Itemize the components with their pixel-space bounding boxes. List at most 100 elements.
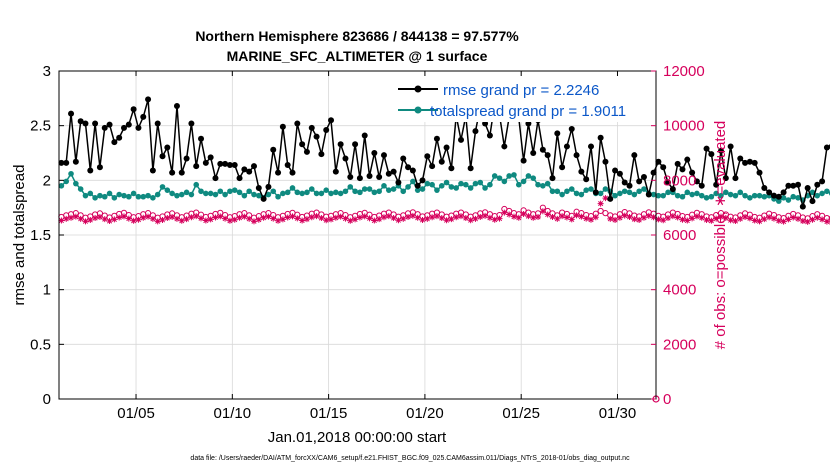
obs-possible-point [828, 216, 830, 222]
totalspread-point [251, 191, 257, 198]
totalspread-point [313, 190, 320, 197]
obs-evaluated-point [458, 213, 465, 220]
obs-evaluated-point [145, 213, 152, 220]
totalspread-point [154, 191, 161, 198]
obs-evaluated-point [472, 215, 479, 222]
rmse-point [366, 172, 373, 179]
series-layer [58, 96, 830, 403]
rmse-point [58, 159, 65, 166]
totalspread-point [785, 197, 792, 203]
totalspread-point [361, 186, 368, 192]
totalspread-point [126, 193, 132, 200]
rmse-point [684, 156, 691, 163]
rmse-point [486, 132, 493, 139]
totalspread-point [188, 191, 195, 198]
x-tick-label: 01/25 [502, 405, 540, 422]
totalspread-point [780, 195, 787, 201]
rmse-point [501, 143, 508, 150]
obs-evaluated-point [592, 214, 599, 221]
rmse-point [106, 121, 113, 128]
rmse-point [669, 186, 676, 193]
y-left-tick-label: 0 [43, 391, 51, 408]
totalspread-point [525, 173, 532, 179]
rmse-point [207, 154, 214, 161]
obs-evaluated-point [87, 216, 94, 223]
totalspread-point [814, 192, 821, 199]
rmse-point [563, 143, 570, 150]
obs-evaluated-point [486, 214, 493, 221]
totalspread-point [265, 191, 272, 198]
rmse-point [631, 152, 638, 159]
rmse-point [645, 191, 652, 198]
totalspread-point [660, 192, 667, 199]
rmse-point [323, 127, 330, 134]
obs-evaluated-point [356, 214, 363, 221]
totalspread-point [82, 192, 89, 199]
x-tick-label: 01/15 [310, 405, 348, 422]
obs-evaluated-point [246, 215, 253, 222]
obs-evaluated-point [135, 216, 142, 223]
y-right-tick-label: 8000 [663, 172, 696, 189]
rmse-point [804, 184, 811, 191]
obs-evaluated-point [270, 215, 277, 222]
totalspread-point [63, 178, 70, 185]
rmse-point [173, 102, 180, 109]
obs-evaluated-point [496, 215, 503, 222]
obs-evaluated-point [198, 215, 205, 222]
rmse-point [96, 164, 103, 171]
totalspread-point [549, 188, 556, 195]
totalspread-point [342, 188, 349, 195]
rmse-point [250, 163, 257, 170]
obs-evaluated-point [260, 214, 267, 221]
obs-evaluated-point [352, 216, 359, 223]
obs-evaluated-point [809, 216, 816, 223]
totalspread-point [487, 181, 493, 188]
totalspread-point [222, 191, 228, 198]
obs-evaluated-point [636, 216, 643, 223]
rmse-point [400, 155, 407, 162]
totalspread-point [429, 181, 435, 188]
rmse-point [236, 175, 243, 182]
totalspread-point [410, 178, 416, 185]
rmse-point [361, 132, 368, 139]
obs-evaluated-point [616, 214, 623, 221]
totalspread-point [371, 189, 378, 196]
obs-evaluated-point [96, 213, 103, 220]
totalspread-point [540, 183, 546, 189]
totalspread-point [458, 180, 464, 187]
totalspread-point [824, 188, 830, 195]
obs-evaluated-point [722, 215, 729, 222]
rmse-point [212, 175, 219, 182]
rmse-point [92, 120, 99, 127]
rmse-point [679, 166, 686, 173]
totalspread-point [698, 192, 705, 199]
obs-evaluated-point [120, 213, 127, 220]
rmse-point [693, 178, 700, 185]
obs-evaluated-point [559, 213, 566, 220]
obs-evaluated-point [535, 213, 542, 220]
obs-evaluated-point [506, 211, 513, 218]
obs-evaluated-point [737, 215, 744, 222]
rmse-point [429, 163, 436, 170]
totalspread-point [434, 187, 440, 193]
obs-evaluated-point [549, 213, 556, 220]
rmse-point [790, 182, 797, 189]
obs-evaluated-point [645, 212, 652, 219]
totalspread-point [665, 189, 671, 196]
totalspread-point [612, 192, 618, 199]
totalspread-point [352, 188, 358, 195]
obs-evaluated-point [193, 213, 200, 220]
legend-box [393, 76, 651, 122]
rmse-point [592, 189, 599, 196]
obs-evaluated-point [539, 208, 546, 215]
rmse-point [231, 162, 238, 169]
obs-evaluated-point [756, 218, 763, 225]
rmse-point [674, 160, 681, 167]
rmse-point [737, 155, 744, 162]
obs-evaluated-point [82, 218, 89, 225]
obs-evaluated-point [328, 216, 335, 223]
rmse-point [101, 124, 108, 131]
obs-evaluated-point [775, 217, 782, 224]
obs-evaluated-point [770, 215, 777, 222]
obs-evaluated-point [588, 216, 595, 223]
